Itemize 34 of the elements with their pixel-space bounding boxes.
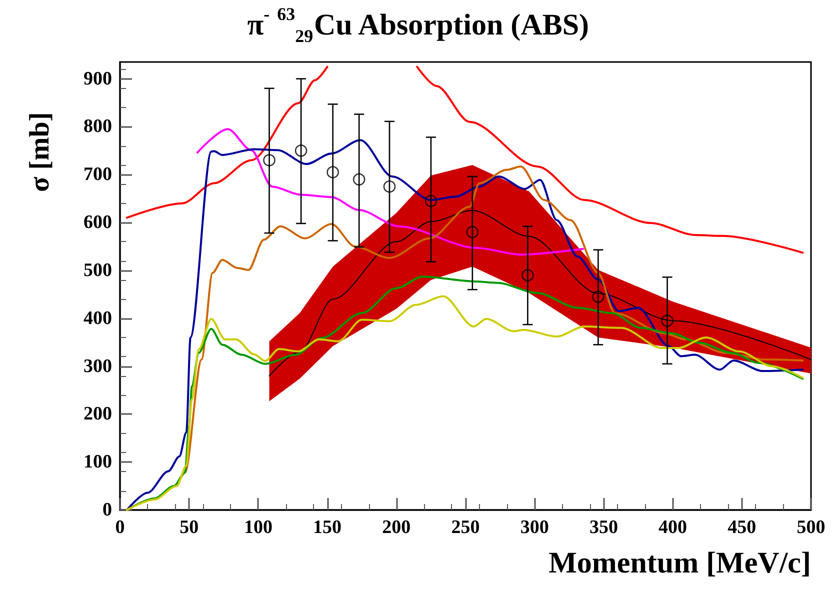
x-tick-label: 500: [796, 517, 826, 538]
line-series: [196, 128, 584, 256]
y-tick-label: 0: [102, 500, 112, 520]
point: [352, 173, 366, 186]
point: [263, 154, 276, 166]
point: [522, 269, 534, 282]
x-tick-label: 400: [658, 517, 688, 538]
x-tick-label: 100: [244, 517, 272, 538]
point: [592, 290, 604, 303]
point: [424, 194, 438, 208]
point: [383, 180, 396, 193]
x-tick-label: 150: [313, 517, 342, 538]
y-tick-label: 200: [84, 404, 112, 425]
y-tick-label: 500: [84, 260, 112, 281]
y-tick-label: 300: [84, 356, 112, 377]
x-tick-label: 350: [589, 517, 618, 538]
y-tick-label: 700: [84, 164, 112, 186]
y-tick-label: 100: [84, 452, 112, 473]
point: [294, 144, 308, 157]
x-tick-label: 50: [180, 517, 199, 538]
y-tick-label: 600: [84, 212, 112, 234]
y-axis-title: σ [mb]: [24, 112, 56, 192]
x-tick-label: 450: [728, 517, 756, 538]
y-tick-label: 800: [84, 116, 112, 138]
x-tick-label: 250: [451, 517, 480, 538]
x-tick-label: 200: [382, 517, 411, 538]
y-tick-label: 400: [84, 308, 112, 329]
x-tick-label: 0: [115, 517, 125, 538]
point: [466, 226, 479, 238]
point: [326, 166, 339, 178]
x-axis-title: Momentum [MeV/c]: [548, 546, 811, 580]
y-tick-label: 900: [84, 68, 112, 90]
x-tick-label: 300: [520, 517, 549, 538]
point: [661, 314, 674, 327]
